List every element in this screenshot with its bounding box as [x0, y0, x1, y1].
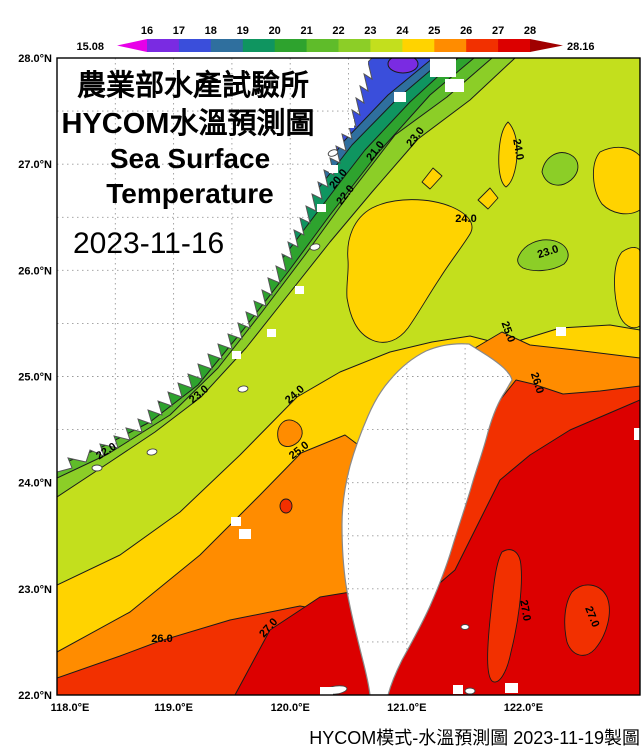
colorbar-over-range-arrow — [530, 39, 563, 52]
colorbar-tick-labels: 16 17 18 19 20 21 22 23 24 25 26 27 28 — [141, 25, 536, 37]
patch-24-25c-small-a — [421, 167, 443, 190]
colorbar-tick-label: 24 — [396, 25, 409, 37]
colorbar-tick-label: 25 — [428, 25, 440, 37]
colorbar-segment — [402, 39, 435, 52]
colorbar-segment — [242, 39, 276, 52]
patch-24-25c-northeast — [346, 199, 473, 343]
colorbar-tick-label: 20 — [269, 25, 281, 37]
map-area: 20.021.022.023.024.024.023.023.022.024.0… — [57, 58, 640, 695]
colorbar-under-range-arrow — [117, 39, 147, 52]
title-product: HYCOM水溫預測圖 — [62, 107, 315, 140]
title-english-line1: Sea Surface — [110, 143, 270, 174]
colorbar-segment — [466, 39, 499, 52]
colorbar-tick-label: 17 — [173, 25, 185, 37]
colorbar-tick-label: 28 — [524, 25, 536, 37]
colorbar-min-label: 15.08 — [76, 41, 104, 53]
latitude-tick-label: 24.0°N — [18, 478, 52, 490]
latitude-tick-label: 25.0°N — [18, 372, 52, 384]
title-agency: 農業部水產試驗所 — [77, 68, 309, 102]
colorbar-tick-label: 19 — [237, 25, 249, 37]
colorbar-segment — [210, 39, 244, 52]
title-block: 農業部水產試驗所 HYCOM水溫預測圖 Sea Surface Temperat… — [62, 68, 315, 260]
patch-24-25c-sliver — [498, 121, 518, 188]
patch-26-27c-southeast-b — [564, 584, 610, 656]
colorbar-tick-label: 26 — [460, 25, 472, 37]
latitude-axis-labels: 28.0°N 27.0°N 26.0°N 25.0°N 24.0°N 23.0°N 22.0… — [18, 53, 52, 702]
contour-label: 26.0 — [151, 633, 172, 645]
colorbar-segment — [498, 39, 531, 52]
patch-26-27c-southeast-a — [487, 549, 522, 683]
contour-label: 27.0 — [517, 599, 533, 622]
patch-22-23c-a — [541, 152, 579, 186]
colorbar-segment — [370, 39, 403, 52]
colorbar-tick-label: 16 — [141, 25, 153, 37]
contour-label: 24.0 — [510, 138, 526, 161]
longitude-tick-label: 122.0°E — [504, 702, 543, 714]
latitude-tick-label: 23.0°N — [18, 584, 52, 596]
longitude-axis-labels: 118.0°E 119.0°E 120.0°E 121.0°E 122.0°E — [51, 702, 543, 714]
longitude-tick-label: 119.0°E — [154, 702, 193, 714]
forecast-date: 2023-11-16 — [73, 227, 224, 260]
colorbar-segment — [147, 39, 180, 52]
title-english-line2: Temperature — [106, 178, 274, 209]
colorbar-tick-label: 27 — [492, 25, 504, 37]
patch-16-17c-coldest — [387, 58, 419, 74]
latitude-tick-label: 28.0°N — [18, 53, 52, 65]
patch-24-25c-east-edge-a — [593, 146, 640, 215]
patch-22-23c-b — [517, 239, 569, 272]
masked-cells — [212, 58, 640, 695]
colorbar-tick-label: 22 — [332, 25, 344, 37]
patch-24-25c-east-edge-b — [614, 247, 640, 329]
colorbar-segment — [274, 39, 307, 52]
colorbar: 16 17 18 19 20 21 22 23 24 25 26 27 28 15.08 28.16 — [76, 25, 594, 53]
colorbar-segment — [306, 39, 339, 52]
longitude-tick-label: 118.0°E — [51, 702, 90, 714]
latitude-tick-label: 26.0°N — [18, 265, 52, 277]
longitude-tick-label: 121.0°E — [387, 702, 426, 714]
colorbar-max-label: 28.16 — [567, 41, 595, 53]
colorbar-segment — [178, 39, 212, 52]
colorbar-segment — [338, 39, 371, 52]
patch-25-26c-strait — [277, 419, 303, 447]
patch-24-25c-small-b — [477, 187, 499, 210]
colorbar-tick-label: 23 — [364, 25, 376, 37]
latitude-tick-label: 22.0°N — [18, 690, 52, 702]
region-27-28c — [234, 399, 640, 695]
colorbar-segment — [434, 39, 467, 52]
colorbar-tick-label: 18 — [205, 25, 217, 37]
contour-label: 24.0 — [455, 213, 476, 225]
colorbar-segments — [147, 39, 531, 52]
footer-caption: HYCOM模式-水溫預測圖 2023-11-19製圖 — [309, 728, 640, 748]
patch-26-27c-strait-spot — [279, 498, 293, 514]
map-frame — [56, 57, 641, 696]
colorbar-tick-label: 21 — [300, 25, 312, 37]
latitude-tick-label: 27.0°N — [18, 159, 52, 171]
longitude-tick-label: 120.0°E — [271, 702, 310, 714]
